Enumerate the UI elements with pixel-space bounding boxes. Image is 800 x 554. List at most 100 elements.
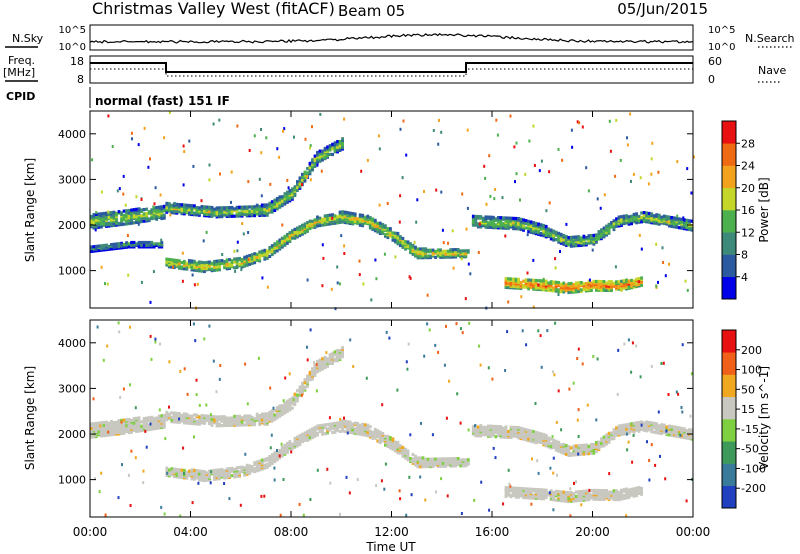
power-noise-cell <box>196 282 199 286</box>
velocity-noise-cell <box>487 366 490 370</box>
velocity-cell-3 <box>509 486 513 490</box>
power-cell-3 <box>524 226 528 230</box>
power-noise-cell <box>106 282 109 286</box>
velocity-cell-3 <box>615 489 618 493</box>
power-noise-cell <box>152 205 155 209</box>
power-noise-cell <box>469 272 472 276</box>
power-cell-4 <box>637 277 641 281</box>
power-cell-0 <box>183 207 186 211</box>
power-cell-0 <box>137 207 141 211</box>
velocity-cell-0 <box>210 417 214 422</box>
velocity-cell-0 <box>288 398 292 402</box>
velocity-cell-1 <box>404 447 407 451</box>
power-cell-4 <box>625 278 628 282</box>
power-noise-cell <box>526 233 529 237</box>
power-cell-2 <box>328 218 332 222</box>
power-noise-cell <box>614 174 617 178</box>
power-cell-2 <box>210 267 214 271</box>
power-cell-2 <box>401 239 405 243</box>
velocity-cell-0 <box>331 361 334 366</box>
power-cell-3 <box>612 219 616 223</box>
velocity-cell-0 <box>90 434 93 438</box>
velocity-cell-0 <box>122 422 126 426</box>
power-noise-cell <box>127 273 130 277</box>
velocity-cell-0 <box>283 411 287 415</box>
velocity-cell-0 <box>298 391 302 395</box>
power-cell-2 <box>195 261 199 265</box>
velocity-cell-2 <box>512 425 515 429</box>
velocity-cell-1 <box>394 440 397 444</box>
velocity-cell-2 <box>564 452 568 456</box>
power-cell-2 <box>170 258 174 262</box>
power-noise-cell <box>638 233 641 237</box>
power-cell-4 <box>564 283 568 287</box>
velocity-cell-0 <box>250 423 254 427</box>
velocity-cell-1 <box>376 429 380 433</box>
velocity-cell-0 <box>273 409 277 413</box>
power-cell-0 <box>303 170 307 174</box>
power-noise-cell <box>343 252 346 255</box>
velocity-cell-3 <box>622 488 626 492</box>
power-cell-4 <box>512 277 515 281</box>
velocity-cell-2 <box>667 424 671 428</box>
power-cell-3 <box>617 215 621 219</box>
power-cell-2 <box>353 216 357 220</box>
velocity-noise-cell <box>646 440 648 444</box>
velocity-cell-0 <box>100 425 103 429</box>
velocity-cell-0 <box>308 370 312 374</box>
power-cell-3 <box>635 218 638 222</box>
velocity-cell-1 <box>449 457 453 461</box>
velocity-cell-3 <box>519 487 523 491</box>
power-noise-cell <box>409 276 412 280</box>
velocity-cell-0 <box>250 415 254 419</box>
power-cell-4 <box>600 280 603 284</box>
power-cell-3 <box>499 222 503 226</box>
power-noise-cell <box>334 307 337 311</box>
velocity-cell-2 <box>650 425 654 429</box>
power-noise-cell <box>504 234 507 238</box>
power-cell-0 <box>105 211 108 215</box>
power-cell-0 <box>150 208 154 212</box>
power-cell-3 <box>572 241 576 245</box>
power-noise-cell <box>241 222 244 225</box>
power-cell-4 <box>597 279 601 284</box>
velocity-noise-cell <box>276 449 278 452</box>
power-cell-0 <box>331 142 334 146</box>
velocity-cell-2 <box>557 449 561 453</box>
power-y-tick-label-4000: 4000 <box>58 128 86 141</box>
velocity-noise-cell <box>420 421 422 425</box>
power-noise-cell <box>340 234 343 238</box>
power-cell-3 <box>690 224 694 228</box>
power-noise-cell <box>426 293 429 297</box>
power-cell-2 <box>434 250 437 254</box>
velocity-cell-2 <box>484 425 488 429</box>
velocity-cell-2 <box>635 421 638 425</box>
power-cell-2 <box>313 218 317 222</box>
power-cell-4 <box>635 282 638 286</box>
power-cell-2 <box>265 253 269 257</box>
velocity-noise-cell <box>553 373 556 377</box>
power-cell-0 <box>230 205 234 210</box>
power-cell-0 <box>243 205 247 209</box>
velocity-cell-1 <box>396 440 400 445</box>
power-noise-cell <box>588 278 591 282</box>
power-cell-1 <box>150 243 154 247</box>
power-cell-2 <box>188 259 191 263</box>
power-cell-0 <box>323 146 327 150</box>
velocity-cell-2 <box>497 425 500 429</box>
power-colorbar-tick-label-3: 16 <box>741 204 755 217</box>
velocity-cell-0 <box>273 413 277 417</box>
velocity-noise-cell <box>540 365 543 369</box>
velocity-cell-1 <box>386 440 390 444</box>
velocity-noise-cell <box>492 446 495 450</box>
velocity-noise-cell <box>375 484 378 488</box>
velocity-cell-0 <box>265 412 269 416</box>
power-cell-0 <box>100 222 103 226</box>
power-cell-0 <box>331 147 334 151</box>
power-cell-2 <box>368 216 372 220</box>
velocity-cell-1 <box>263 466 267 470</box>
power-noise-cell <box>188 139 191 143</box>
velocity-noise-cell <box>144 429 147 433</box>
velocity-noise-cell <box>445 324 447 328</box>
